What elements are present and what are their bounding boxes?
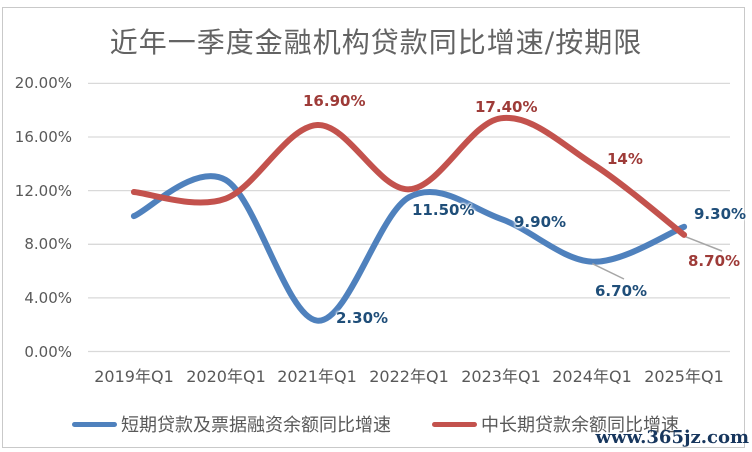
x-axis-label: 2025年Q1 bbox=[644, 367, 724, 386]
label-leader-line bbox=[592, 263, 625, 280]
x-axis-label: 2022年Q1 bbox=[369, 367, 449, 386]
data-label: 16.90% bbox=[303, 92, 366, 110]
x-axis-label: 2024年Q1 bbox=[552, 367, 632, 386]
data-label: 9.90% bbox=[514, 213, 567, 231]
x-axis-label: 2023年Q1 bbox=[461, 367, 541, 386]
data-label: 17.40% bbox=[475, 98, 538, 116]
y-axis-label: 4.00% bbox=[24, 289, 72, 307]
legend-key-red-line bbox=[432, 421, 477, 427]
legend: 短期贷款及票据融资余额同比增速 中长期贷款余额同比增速 bbox=[0, 413, 752, 437]
x-axis-label: 2020年Q1 bbox=[186, 367, 266, 386]
legend-label-short-term-loans: 短期贷款及票据融资余额同比增速 bbox=[121, 415, 391, 436]
y-axis-label: 0.00% bbox=[24, 343, 72, 361]
watermark: www.365jz.com bbox=[595, 427, 749, 448]
series-line-short-term-loans bbox=[130, 173, 688, 324]
x-axis-label: 2019年Q1 bbox=[94, 367, 174, 386]
label-leader-line bbox=[685, 236, 723, 252]
data-label: 6.70% bbox=[595, 282, 648, 300]
data-label: 8.70% bbox=[688, 252, 741, 270]
y-axis-label: 16.00% bbox=[14, 128, 72, 146]
y-axis-label: 12.00% bbox=[14, 182, 72, 200]
chart-title: 近年一季度金融机构贷款同比增速/按期限 bbox=[109, 26, 643, 59]
y-axis-label: 20.00% bbox=[14, 74, 72, 92]
legend-item-short-term-loans[interactable]: 短期贷款及票据融资余额同比增速 bbox=[72, 413, 391, 436]
legend-label-medium-long-term-loans: 中长期贷款余额同比增速 bbox=[481, 415, 679, 436]
data-label: 11.50% bbox=[412, 201, 475, 219]
legend-item-medium-long-term-loans[interactable]: 中长期贷款余额同比增速 bbox=[432, 413, 679, 436]
legend-key-blue-line bbox=[72, 421, 117, 427]
series-line-medium-long-term-loans bbox=[130, 114, 688, 238]
data-label: 2.30% bbox=[336, 309, 389, 327]
y-axis-label: 8.00% bbox=[24, 235, 72, 253]
data-label: 14% bbox=[607, 150, 643, 168]
x-axis-label: 2021年Q1 bbox=[277, 367, 357, 386]
data-label: 9.30% bbox=[694, 205, 747, 223]
